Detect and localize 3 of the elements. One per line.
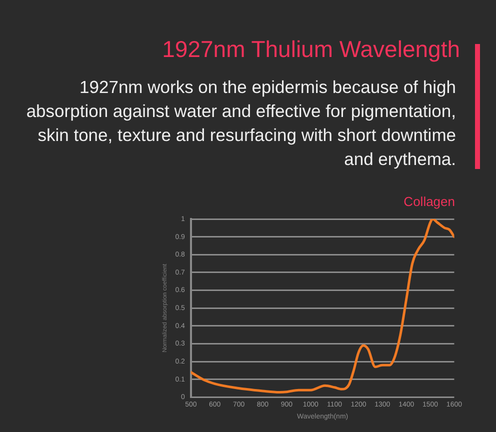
- chart-title: 1927nm Thulium Wavelength: [162, 36, 460, 63]
- series-label: Collagen: [404, 194, 456, 210]
- chart-subtitle: 1927nm works on the epidermis because of high absorption against water and effective for pigmentation, skin tone, texture and resurfacing with short downtime and erythema.: [25, 76, 456, 171]
